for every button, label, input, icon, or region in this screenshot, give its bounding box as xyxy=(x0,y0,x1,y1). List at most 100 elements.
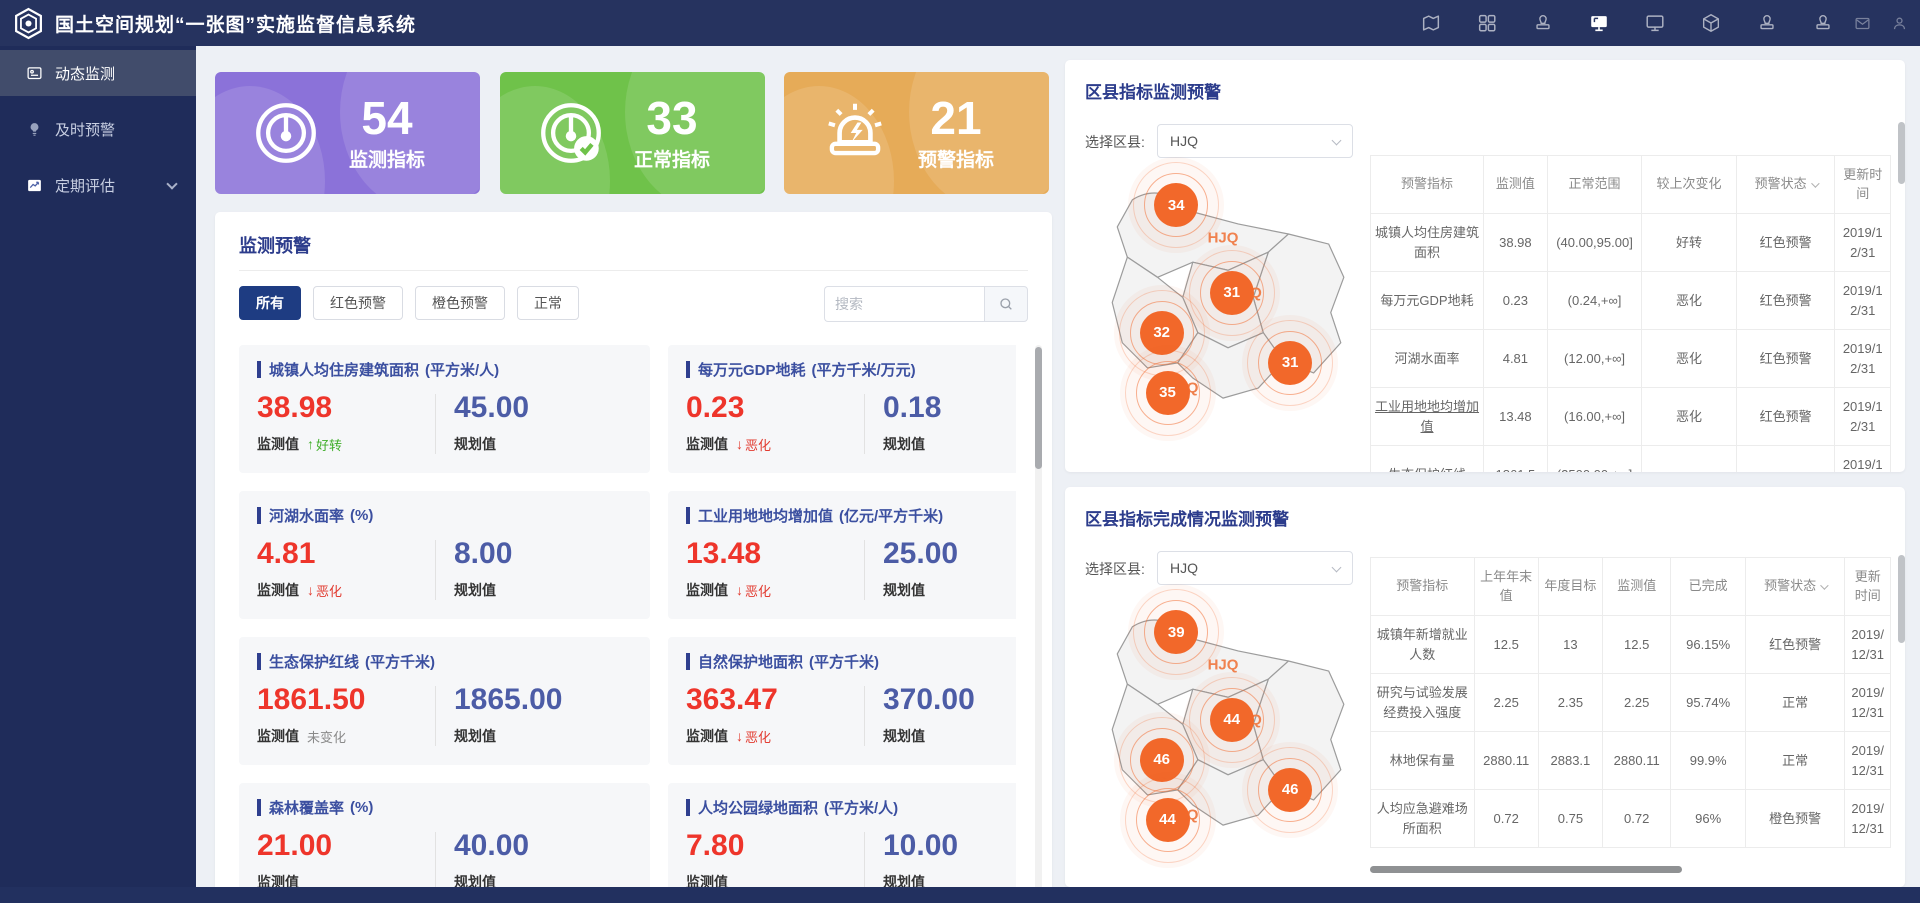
map-marker[interactable]: 39 xyxy=(1154,610,1199,654)
chevron-down-icon[interactable] xyxy=(166,178,178,190)
map-marker[interactable]: 31 xyxy=(1268,340,1313,385)
stat-value: 21 xyxy=(930,92,982,145)
cell-indicator[interactable]: 每万元GDP地耗 xyxy=(1370,271,1485,330)
map-marker[interactable]: 46 xyxy=(1139,737,1184,782)
map-marker[interactable]: 35 xyxy=(1145,370,1190,415)
footer-bar xyxy=(0,887,1920,903)
tab-normal[interactable]: 正常 xyxy=(517,286,579,320)
map-marker[interactable]: 44 xyxy=(1209,697,1254,742)
seal-icon[interactable] xyxy=(1756,12,1778,34)
cell-indicator[interactable]: 生态保护红线 xyxy=(1370,445,1485,472)
cell-completed: 96% xyxy=(1670,789,1746,848)
district-select[interactable]: HJQ xyxy=(1157,551,1353,585)
map-marker[interactable]: 46 xyxy=(1268,767,1313,812)
col-header-sortable[interactable]: 预警状态 xyxy=(1735,155,1836,214)
cell-indicator[interactable]: 工业用地地均增加值 xyxy=(1370,387,1485,446)
metric-card-title: 生态保护红线 (平方千米) xyxy=(257,651,632,672)
district-select[interactable]: HJQ xyxy=(1157,124,1353,158)
map-marker[interactable]: 44 xyxy=(1145,797,1190,842)
planned-value-label: 规划值 xyxy=(883,582,925,598)
map-marker[interactable]: 34 xyxy=(1154,183,1199,227)
cell-value: 13.48 xyxy=(1483,387,1548,446)
cell-indicator[interactable]: 河湖水面率 xyxy=(1370,329,1485,388)
sidebar-item-periodic-evaluation[interactable]: 定期评估 xyxy=(0,162,196,208)
table-row[interactable]: 研究与试验发展经费投入强度 2.25 2.35 2.25 95.74% 正常 2… xyxy=(1370,673,1891,732)
user-icon[interactable] xyxy=(1891,15,1908,32)
vertical-divider xyxy=(864,832,865,892)
table-row[interactable]: 人均应急避难场所面积 0.72 0.75 0.72 96% 橙色预警 2019/… xyxy=(1370,789,1891,848)
apps-grid-icon[interactable] xyxy=(1476,12,1498,34)
sidebar-item-label: 动态监测 xyxy=(55,65,116,83)
cell-indicator[interactable]: 人均应急避难场所面积 xyxy=(1370,789,1475,848)
table-hscrollbar-thumb[interactable] xyxy=(1370,866,1682,873)
metric-card[interactable]: 工业用地地均增加值 (亿元/平方千米) 13.48 监测值 恶化 xyxy=(668,491,1016,619)
cell-indicator[interactable]: 城镇人均住房建筑面积 xyxy=(1370,213,1485,272)
table-scrollbar-thumb[interactable] xyxy=(1898,122,1905,184)
district-select-label: 选择区县: xyxy=(1085,134,1145,150)
table-row[interactable]: 城镇年新增就业人数 12.5 13 12.5 96.15% 红色预警 2019/… xyxy=(1370,615,1891,674)
metric-name: 自然保护地面积 xyxy=(698,654,804,671)
metric-card[interactable]: 森林覆盖率 (%) 21.00 监测值 xyxy=(239,783,650,903)
trend-text: 恶化 xyxy=(745,437,772,453)
metric-card[interactable]: 生态保护红线 (平方千米) 1861.50 监测值 未变化 xyxy=(239,637,650,765)
cube-icon[interactable] xyxy=(1700,12,1722,34)
cell-prev-year: 12.5 xyxy=(1473,615,1539,674)
stat-card-monitored[interactable]: 54 监测指标 xyxy=(215,72,480,194)
title-accent-bar xyxy=(257,653,261,670)
cell-change: 恶化 xyxy=(1641,271,1737,330)
table-row[interactable]: 林地保有量 2880.11 2883.1 2880.11 99.9% 正常 20… xyxy=(1370,731,1891,790)
metric-card[interactable]: 河湖水面率 (%) 4.81 监测值 恶化 xyxy=(239,491,650,619)
metric-card[interactable]: 城镇人均住房建筑面积 (平方米/人) 38.98 监测值 好转 xyxy=(239,345,650,473)
seal-icon[interactable] xyxy=(1532,12,1554,34)
sidebar-item-dynamic-monitor[interactable]: 动态监测 xyxy=(0,50,196,96)
metric-card[interactable]: 每万元GDP地耗 (平方千米/万元) 0.23 监测值 恶化 xyxy=(668,345,1016,473)
cell-indicator[interactable]: 城镇年新增就业人数 xyxy=(1370,615,1475,674)
panel-scrollbar-thumb[interactable] xyxy=(1035,347,1042,469)
planned-value-label: 规划值 xyxy=(454,728,496,744)
gauge-icon xyxy=(256,103,316,163)
district-select-value: HJQ xyxy=(1170,560,1198,576)
table-row[interactable]: 城镇人均住房建筑面积 38.98 (40.00,95.00] 好转 红色预警 2… xyxy=(1370,213,1891,272)
filter-tabs: 所有 红色预警 橙色预警 正常 xyxy=(239,286,579,320)
tab-red-warning[interactable]: 红色预警 xyxy=(313,286,403,320)
col-header: 年度目标 xyxy=(1537,557,1604,616)
table-row[interactable]: 每万元GDP地耗 0.23 (0.24,+∞] 恶化 红色预警 2019/12/… xyxy=(1370,271,1891,330)
search-input[interactable] xyxy=(824,286,984,322)
map-marker[interactable]: 31 xyxy=(1209,270,1254,315)
mail-icon[interactable] xyxy=(1854,15,1871,32)
monitor-icon-active[interactable] xyxy=(1588,12,1610,34)
vertical-divider xyxy=(864,686,865,746)
cell-change: 恶化 xyxy=(1641,329,1737,388)
map-icon[interactable] xyxy=(1420,12,1442,34)
planned-value-label: 规划值 xyxy=(454,874,496,890)
col-header: 更新时间 xyxy=(1834,155,1891,214)
tab-all[interactable]: 所有 xyxy=(239,286,301,320)
monitor-icon[interactable] xyxy=(1644,12,1666,34)
table-row[interactable]: 河湖水面率 4.81 (12.00,+∞] 恶化 红色预警 2019/12/31 xyxy=(1370,329,1891,388)
cell-value: 2880.11 xyxy=(1602,731,1672,790)
table-scrollbar-thumb[interactable] xyxy=(1898,555,1905,643)
tab-orange-warning[interactable]: 橙色预警 xyxy=(415,286,505,320)
sidebar-item-timely-warning[interactable]: 及时预警 xyxy=(0,106,196,152)
metric-card[interactable]: 自然保护地面积 (平方千米) 363.47 监测值 恶化 xyxy=(668,637,1016,765)
metric-card[interactable]: 人均公园绿地面积 (平方米/人) 7.80 监测值 xyxy=(668,783,1016,903)
table-header-row: 预警指标 监测值 正常范围 较上次变化 预警状态 更新时间 xyxy=(1370,155,1891,214)
search-button[interactable] xyxy=(984,286,1028,322)
metric-unit: (平方米/人) xyxy=(425,362,500,379)
map-marker[interactable]: 32 xyxy=(1139,310,1184,355)
stat-card-warning[interactable]: 21 预警指标 xyxy=(784,72,1049,194)
district-monitor-panel: 区县指标监测预警 选择区县: HJQ HJQ LSQ LQQ 34 31 32 xyxy=(1065,60,1905,472)
stat-card-normal[interactable]: 33 正常指标 xyxy=(500,72,765,194)
cell-indicator[interactable]: 研究与试验发展经费投入强度 xyxy=(1370,673,1475,732)
monitored-value-label: 监测值 xyxy=(257,728,299,744)
cell-indicator[interactable]: 林地保有量 xyxy=(1370,731,1475,790)
col-header-sortable[interactable]: 预警状态 xyxy=(1744,557,1846,616)
trend-text: 恶化 xyxy=(316,583,343,599)
planned-value: 0.18 xyxy=(883,391,942,424)
seal-icon[interactable] xyxy=(1812,12,1834,34)
cell-target: 2.35 xyxy=(1537,673,1604,732)
table-row[interactable]: 生态保护红线 1861.5 (2500.00,+∞] 2019/12/31 xyxy=(1370,445,1891,472)
cell-target: 2883.1 xyxy=(1537,731,1604,790)
table-row[interactable]: 工业用地地均增加值 13.48 (16.00,+∞] 恶化 红色预警 2019/… xyxy=(1370,387,1891,446)
